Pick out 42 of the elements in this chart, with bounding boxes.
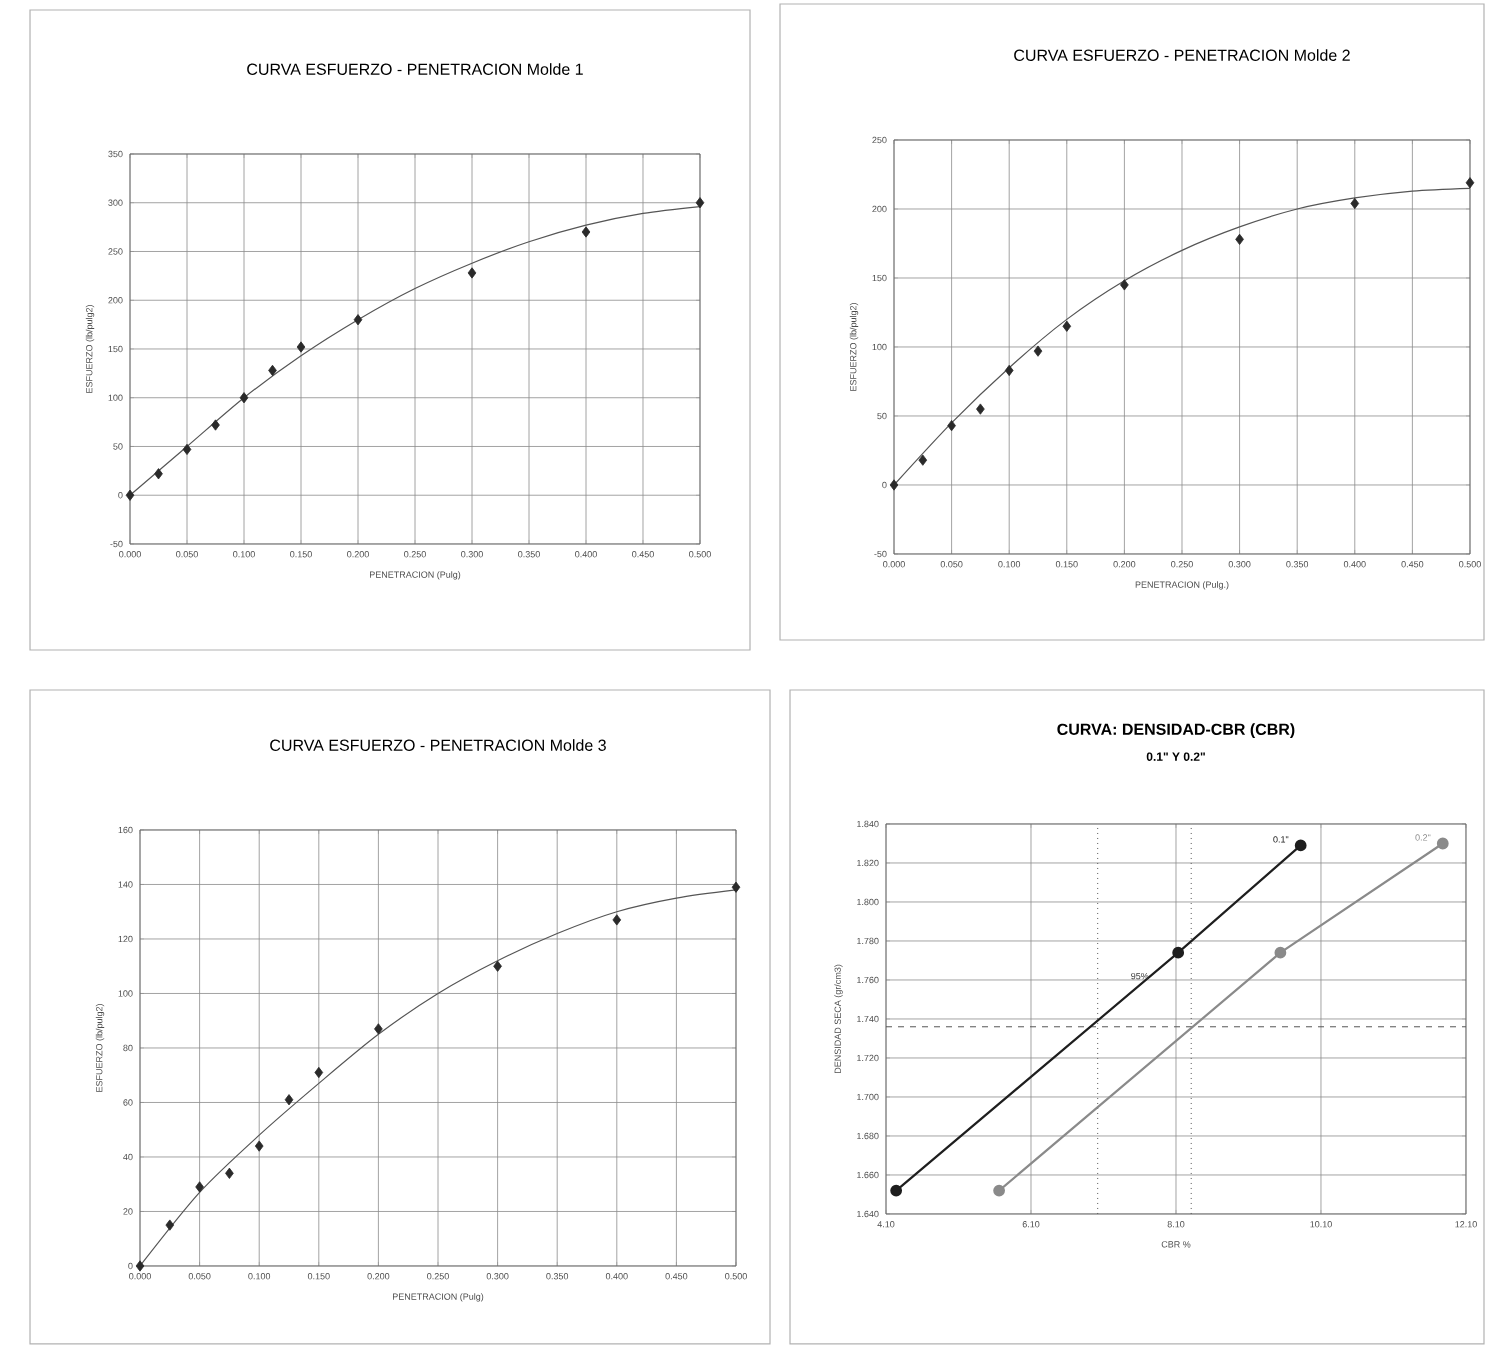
point — [467, 267, 477, 279]
point — [695, 197, 705, 209]
point — [296, 341, 306, 353]
point — [1033, 345, 1043, 357]
point — [125, 489, 135, 501]
point — [314, 1066, 324, 1079]
point — [182, 443, 192, 456]
point — [947, 420, 956, 432]
chart-title: CURVA ESFUERZO - PENETRACION Molde 1 — [247, 63, 583, 75]
point — [135, 1260, 145, 1272]
point — [284, 1094, 294, 1106]
point — [1350, 197, 1360, 210]
point — [1465, 177, 1475, 189]
point — [165, 1219, 175, 1231]
point — [918, 454, 928, 466]
point — [225, 1167, 234, 1179]
point — [976, 403, 985, 415]
point — [239, 392, 249, 404]
point — [731, 881, 741, 893]
point — [374, 1023, 383, 1035]
point — [1235, 233, 1244, 245]
point — [889, 479, 899, 491]
point — [993, 1184, 1005, 1197]
point — [1436, 837, 1449, 850]
point — [195, 1181, 204, 1193]
point — [211, 419, 220, 431]
point — [1274, 946, 1287, 959]
point — [493, 960, 502, 972]
chart-title: CURVA ESFUERZO - PENETRACION Molde 3 — [270, 739, 606, 751]
chart-title: CURVA ESFUERZO - PENETRACION Molde 2 — [1014, 49, 1350, 61]
point — [154, 468, 163, 480]
point — [612, 914, 622, 926]
point — [1062, 320, 1072, 332]
point — [1120, 279, 1129, 291]
point — [1172, 946, 1185, 959]
chart-title: CURVA: DENSIDAD-CBR (CBR) — [1057, 723, 1295, 739]
point — [254, 1140, 264, 1152]
point — [1294, 839, 1307, 852]
point — [581, 226, 591, 238]
point — [890, 1184, 903, 1197]
point — [353, 314, 363, 326]
point — [1004, 364, 1014, 377]
